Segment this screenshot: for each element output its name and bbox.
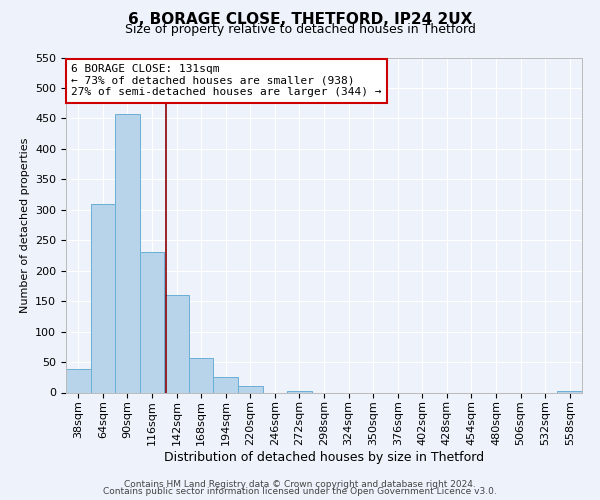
- Bar: [214, 378, 238, 392]
- Text: Contains public sector information licensed under the Open Government Licence v3: Contains public sector information licen…: [103, 487, 497, 496]
- X-axis label: Distribution of detached houses by size in Thetford: Distribution of detached houses by size …: [164, 451, 484, 464]
- Bar: [189, 358, 214, 392]
- Text: Contains HM Land Registry data © Crown copyright and database right 2024.: Contains HM Land Registry data © Crown c…: [124, 480, 476, 489]
- Bar: [164, 295, 189, 392]
- Bar: [238, 386, 263, 392]
- Bar: [91, 204, 115, 392]
- Text: Size of property relative to detached houses in Thetford: Size of property relative to detached ho…: [125, 22, 475, 36]
- Text: 6, BORAGE CLOSE, THETFORD, IP24 2UX: 6, BORAGE CLOSE, THETFORD, IP24 2UX: [128, 12, 472, 28]
- Text: 6 BORAGE CLOSE: 131sqm
← 73% of detached houses are smaller (938)
27% of semi-de: 6 BORAGE CLOSE: 131sqm ← 73% of detached…: [71, 64, 382, 98]
- Bar: [287, 390, 312, 392]
- Bar: [140, 252, 164, 392]
- Y-axis label: Number of detached properties: Number of detached properties: [20, 138, 29, 312]
- Bar: [115, 114, 140, 392]
- Bar: [66, 370, 91, 392]
